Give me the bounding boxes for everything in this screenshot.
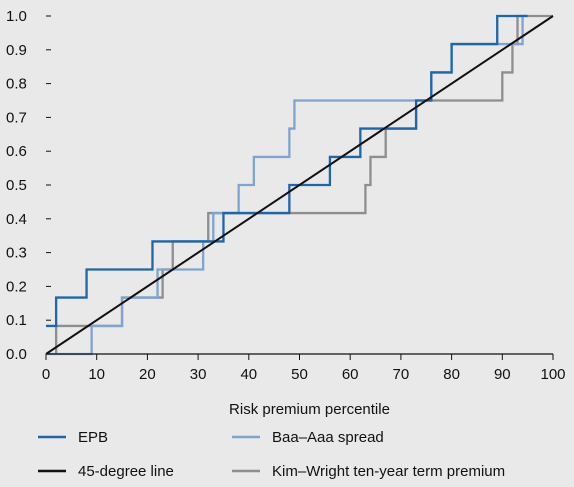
y-tick-label: 0.6: [6, 143, 27, 160]
y-tick-label: 1.0: [6, 8, 27, 25]
x-tick-label: 40: [240, 366, 257, 383]
y-tick-label: 0.2: [6, 278, 27, 295]
y-tick-label: 0.9: [6, 42, 27, 59]
legend-label: 45-degree line: [78, 463, 174, 480]
y-tick-label: 0.4: [6, 211, 27, 228]
y-tick-label: 0.1: [6, 312, 27, 329]
series-line-0: [46, 14, 528, 328]
y-tick-label: 0.5: [6, 177, 27, 194]
series-line-2: [45, 15, 554, 355]
x-tick-label: 50: [291, 366, 308, 383]
series-line-3: [54, 14, 553, 354]
x-tick-label: 80: [443, 366, 460, 383]
legend: EPB Baa–Aaa spread 45-degree line Kim–Wrigh…: [38, 429, 505, 480]
legend-label: Baa–Aaa spread: [272, 429, 384, 446]
x-tick-label: 100: [540, 366, 565, 383]
legend-label: EPB: [78, 429, 108, 446]
x-tick-label: 90: [494, 366, 511, 383]
x-tick-label: 10: [88, 366, 105, 383]
x-tick-label: 70: [393, 366, 410, 383]
x-tick-label: 60: [342, 366, 359, 383]
series-layer: [45, 14, 554, 356]
legend-label: Kim–Wright ten-year term premium: [272, 463, 505, 480]
x-tick-label: 30: [190, 366, 207, 383]
y-tick-label: 0.7: [6, 109, 27, 126]
x-axis-ticks: 0 10 20 30 40 50 60 70 80 90 100: [42, 354, 566, 383]
x-axis-title: Risk premium percentile: [229, 401, 390, 418]
y-tick-label: 0.0: [6, 346, 27, 363]
series-line-1: [46, 14, 528, 356]
y-axis-ticks: 0.0 0.1 0.2 0.3 0.4 0.5 0.6 0.7 0.8 0.9 1.0: [6, 8, 51, 363]
x-tick-label: 0: [42, 366, 50, 383]
y-tick-label: 0.8: [6, 76, 27, 93]
y-tick-label: 0.3: [6, 245, 27, 262]
x-tick-label: 20: [139, 366, 156, 383]
